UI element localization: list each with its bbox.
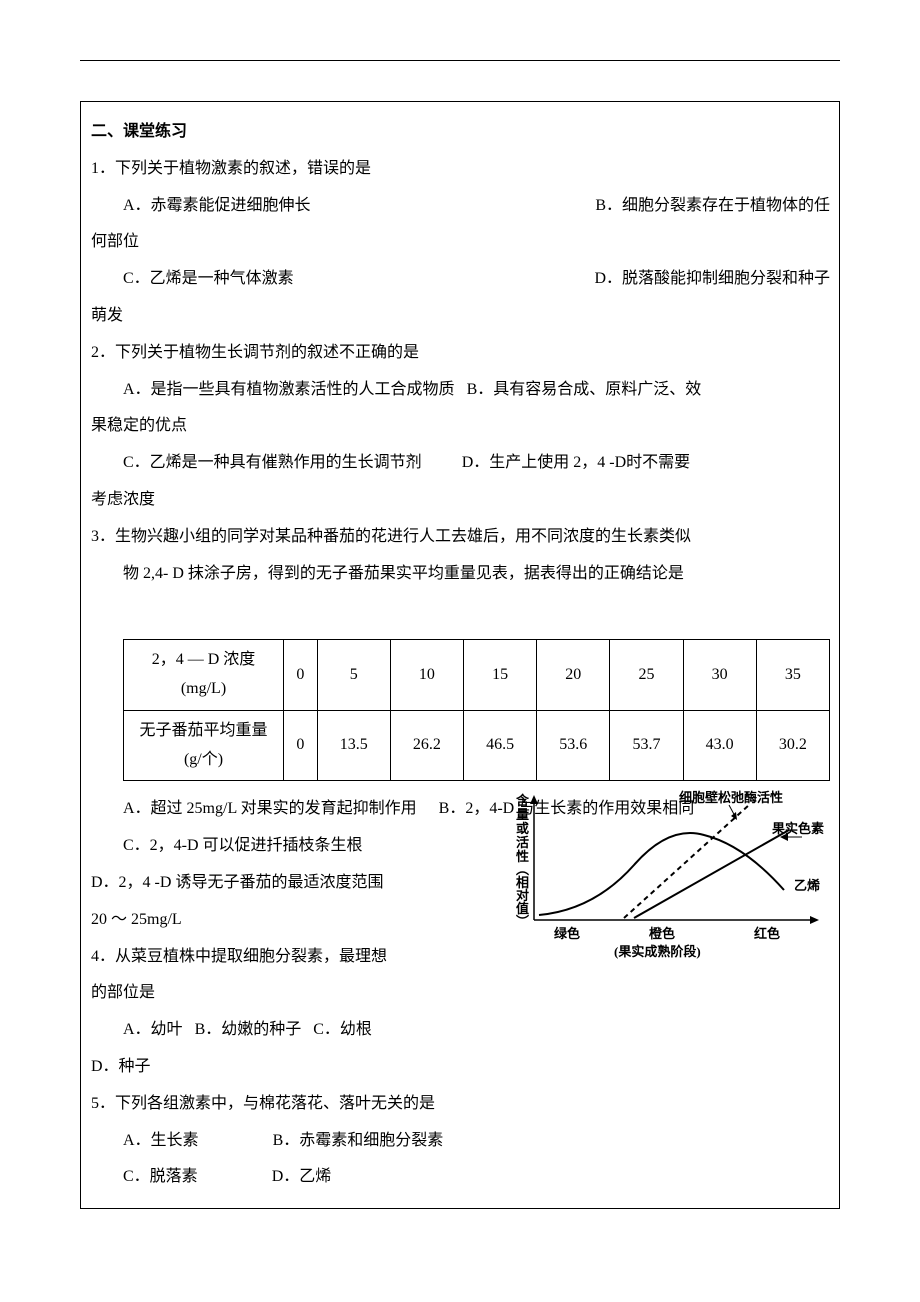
q1-stem: 1．下列关于植物激素的叙述，错误的是 (91, 151, 830, 188)
table-label: 无子番茄平均重量 (139, 722, 267, 739)
q2-optA: A．是指一些具有植物激素活性的人工合成物质 (91, 372, 455, 409)
table-label: 2，4 — D 浓度 (152, 651, 256, 668)
table-cell: 30 (683, 640, 756, 711)
q2-optD-cont: 考虑浓度 (91, 482, 830, 519)
q3-stem1: 3．生物兴趣小组的同学对某品种番茄的花进行人工去雄后，用不同浓度的生长素类似 (91, 519, 830, 556)
q1-optB: B．细胞分裂素存在于植物体的任 (595, 188, 830, 225)
table-unit: (mg/L) (181, 680, 226, 697)
chart: 含 量 或 活 性 ︵ 相 对 值 ︶ (504, 790, 834, 965)
table-cell: 5 (317, 640, 390, 711)
section-title: 二、课堂练习 (91, 114, 830, 151)
q5-optB: B．赤霉素和细胞分裂素 (273, 1132, 444, 1149)
table-cell: 53.7 (610, 710, 683, 781)
xlabel: (果实成熟阶段) (614, 944, 701, 959)
xtick: 红色 (754, 926, 780, 941)
enzyme-curve (624, 805, 749, 918)
xtick: 橙色 (649, 926, 675, 941)
q5-stem: 5．下列各组激素中，与棉花落花、落叶无关的是 (91, 1086, 830, 1123)
q2-stem: 2．下列关于植物生长调节剂的叙述不正确的是 (91, 335, 830, 372)
q1-optD-cont: 萌发 (91, 298, 830, 335)
q1-optA: A．赤霉素能促进细胞伸长 (91, 188, 311, 225)
table-cell: 35 (756, 640, 829, 711)
ethylene-label: 乙烯 (794, 878, 820, 893)
q4-optC: C．幼根 (313, 1021, 372, 1038)
pigment-label: 果实色素 (771, 821, 824, 836)
header-rule (80, 60, 840, 61)
chart-svg: 含 量 或 活 性 ︵ 相 对 值 ︶ (504, 790, 834, 965)
table-row: 2，4 — D 浓度 (mg/L) 0 5 10 15 20 25 30 35 (124, 640, 830, 711)
content-frame: 二、课堂练习 1．下列关于植物激素的叙述，错误的是 A．赤霉素能促进细胞伸长 B… (80, 101, 840, 1209)
q1-optD: D．脱落酸能抑制细胞分裂和种子 (594, 261, 830, 298)
table-cell: 20 (537, 640, 610, 711)
q4-stem2: 的部位是 (91, 975, 830, 1012)
q1-optB-cont: 何部位 (91, 224, 830, 261)
table-cell: 0 (284, 710, 318, 781)
table-cell: 13.5 (317, 710, 390, 781)
table-row: 无子番茄平均重量 (g/个) 0 13.5 26.2 46.5 53.6 53.… (124, 710, 830, 781)
table-cell: 53.6 (537, 710, 610, 781)
table-cell: 30.2 (756, 710, 829, 781)
table-cell: 10 (390, 640, 463, 711)
q4-optB: B．幼嫩的种子 (195, 1021, 302, 1038)
q3-optA: A．超过 25mg/L 对果实的发育起抑制作用 (123, 800, 417, 817)
table-cell: 0 (284, 640, 318, 711)
table-cell: 26.2 (390, 710, 463, 781)
xtick: 绿色 (554, 926, 580, 941)
q3-stem2: 物 2,4- D 抹涂子房，得到的无子番茄果实平均重量见表，据表得出的正确结论是 (91, 556, 830, 593)
q2-optD: D．生产上使用 2，4 -D时不需要 (462, 445, 690, 482)
q2-optC: C．乙烯是一种具有催熟作用的生长调节剂 (91, 445, 422, 482)
table-cell: 15 (464, 640, 537, 711)
table-header-conc: 2，4 — D 浓度 (mg/L) (124, 640, 284, 711)
chart-ylabel: 含 量 或 活 性 ︵ 相 对 值 ︶ (515, 793, 532, 929)
q2-optB: B．具有容易合成、原料广泛、效 (467, 372, 702, 409)
q3-table: 2，4 — D 浓度 (mg/L) 0 5 10 15 20 25 30 35 … (123, 639, 830, 781)
q5-optA: A．生长素 (123, 1132, 199, 1149)
table-header-weight: 无子番茄平均重量 (g/个) (124, 710, 284, 781)
table-cell: 43.0 (683, 710, 756, 781)
table-cell: 25 (610, 640, 683, 711)
enzyme-label: 细胞壁松弛酶活性 (679, 790, 783, 805)
q5-optC: C．脱落素 (123, 1168, 198, 1185)
q5-optD: D．乙烯 (272, 1168, 332, 1185)
q4-optA: A．幼叶 (123, 1021, 183, 1038)
q1-optC: C．乙烯是一种气体激素 (91, 261, 294, 298)
table-unit: (g/个) (184, 751, 223, 768)
q2-optB-cont: 果稳定的优点 (91, 408, 830, 445)
q4-optD: D．种子 (91, 1049, 830, 1086)
table-cell: 46.5 (464, 710, 537, 781)
